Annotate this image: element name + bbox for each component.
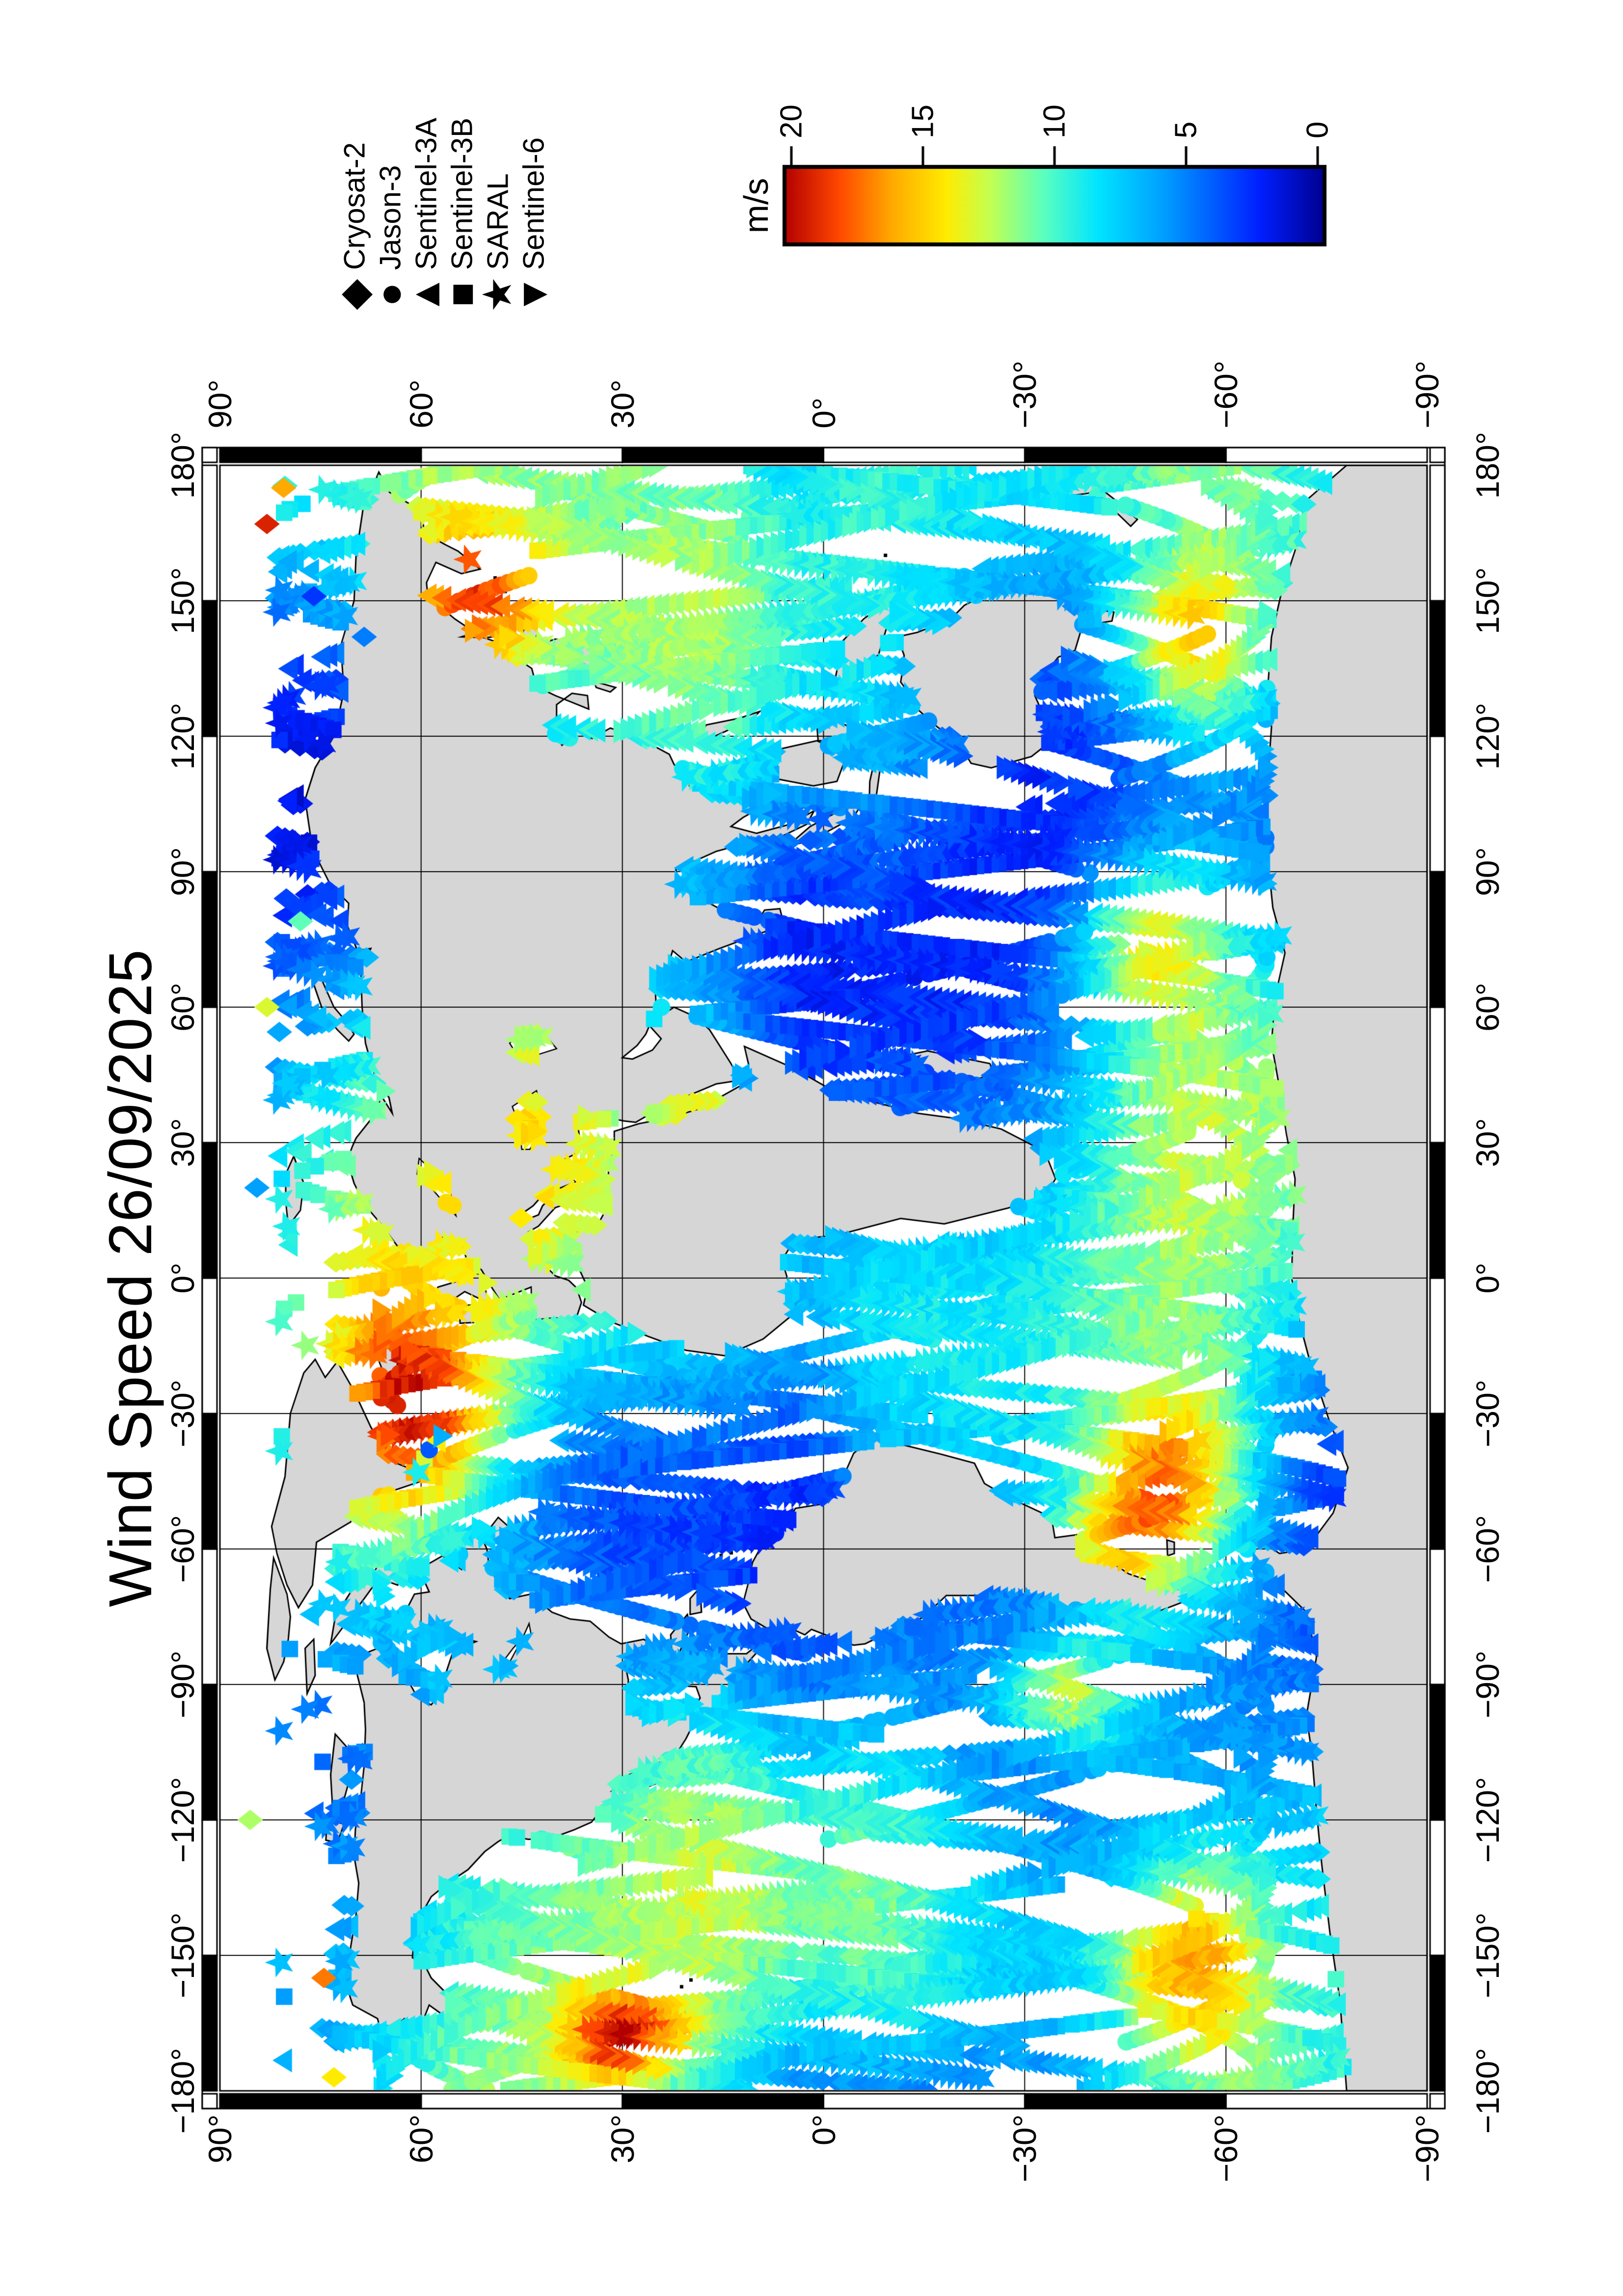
lat-axis-label-left: 0° <box>805 2114 842 2146</box>
lat-axis-label-right: 60° <box>403 379 439 428</box>
lat-axis-label-right: −30° <box>1006 360 1043 428</box>
lat-axis-label-right: 90° <box>202 379 238 428</box>
lon-axis-label-bottom: −60° <box>1469 1515 1506 1583</box>
lon-axis-label-top: 30° <box>164 1118 201 1167</box>
lat-axis-label-left: −90° <box>1409 2114 1445 2183</box>
colorbar-tick-label-20: 20 <box>774 105 809 138</box>
lon-axis-label-bottom: 60° <box>1469 983 1506 1032</box>
colorbar-tick-label-10: 10 <box>1037 105 1072 138</box>
lon-axis-label-top: 60° <box>164 983 201 1032</box>
lon-axis-label-top: 180° <box>164 431 201 499</box>
triangle-down-icon: ▼ <box>511 274 556 315</box>
lat-axis-label-left: −30° <box>1006 2114 1043 2183</box>
lat-axis-label-left: 60° <box>403 2114 439 2163</box>
lon-axis-label-bottom: 180° <box>1469 431 1506 499</box>
lon-axis-label-bottom: −150° <box>1469 1912 1506 1999</box>
lon-axis-label-top: 150° <box>164 567 201 635</box>
lon-axis-label-top: −30° <box>164 1379 201 1448</box>
lon-axis-label-top: −60° <box>164 1515 201 1583</box>
lon-axis-label-bottom: 90° <box>1469 847 1506 896</box>
legend-label-saral: SARAL <box>481 173 514 270</box>
lon-axis-label-top: 120° <box>164 702 201 770</box>
lon-axis-label-bottom: −30° <box>1469 1379 1506 1448</box>
legend-label-sentinel-3a: Sentinel-3A <box>409 117 443 270</box>
lon-axis-label-top: −90° <box>164 1650 201 1719</box>
legend-label-sentinel-6: Sentinel-6 <box>517 137 550 270</box>
lon-axis-label-bottom: 120° <box>1469 702 1506 770</box>
colorbar-tick-label-15: 15 <box>906 105 940 138</box>
lon-axis-label-bottom: 30° <box>1469 1118 1506 1167</box>
lon-axis-label-top: 0° <box>164 1262 201 1294</box>
lon-axis-label-bottom: 150° <box>1469 567 1506 635</box>
lat-axis-label-right: −90° <box>1409 360 1445 428</box>
lon-axis-label-bottom: −180° <box>1469 2048 1506 2134</box>
lat-axis-label-left: 90° <box>202 2114 238 2163</box>
lat-axis-label-right: 30° <box>604 379 641 428</box>
colorbar-unit-label: m/s <box>737 178 775 234</box>
lon-axis-label-top: −180° <box>164 2048 201 2134</box>
lat-axis-label-right: 0° <box>805 397 842 428</box>
lat-axis-label-left: 30° <box>604 2114 641 2163</box>
lon-axis-label-bottom: −90° <box>1469 1650 1506 1719</box>
colorbar-tick-label-5: 5 <box>1169 121 1203 138</box>
lon-axis-label-top: −120° <box>164 1777 201 1863</box>
legend-label-sentinel-3b: Sentinel-3B <box>445 117 479 270</box>
lon-axis-label-top: 90° <box>164 847 201 896</box>
lat-axis-label-right: −60° <box>1208 360 1244 428</box>
legend-label-cryosat-2: Cryosat-2 <box>338 142 371 270</box>
lon-axis-label-bottom: 0° <box>1469 1262 1506 1294</box>
lon-axis-label-top: −150° <box>164 1912 201 1999</box>
lat-axis-label-left: −60° <box>1208 2114 1244 2183</box>
lon-axis-label-bottom: −120° <box>1469 1777 1506 1863</box>
plot-title: Wind Speed 26/09/2025 <box>97 949 164 1607</box>
colorbar-tick-label-0: 0 <box>1300 121 1335 138</box>
legend-label-jason-3: Jason-3 <box>374 165 407 270</box>
